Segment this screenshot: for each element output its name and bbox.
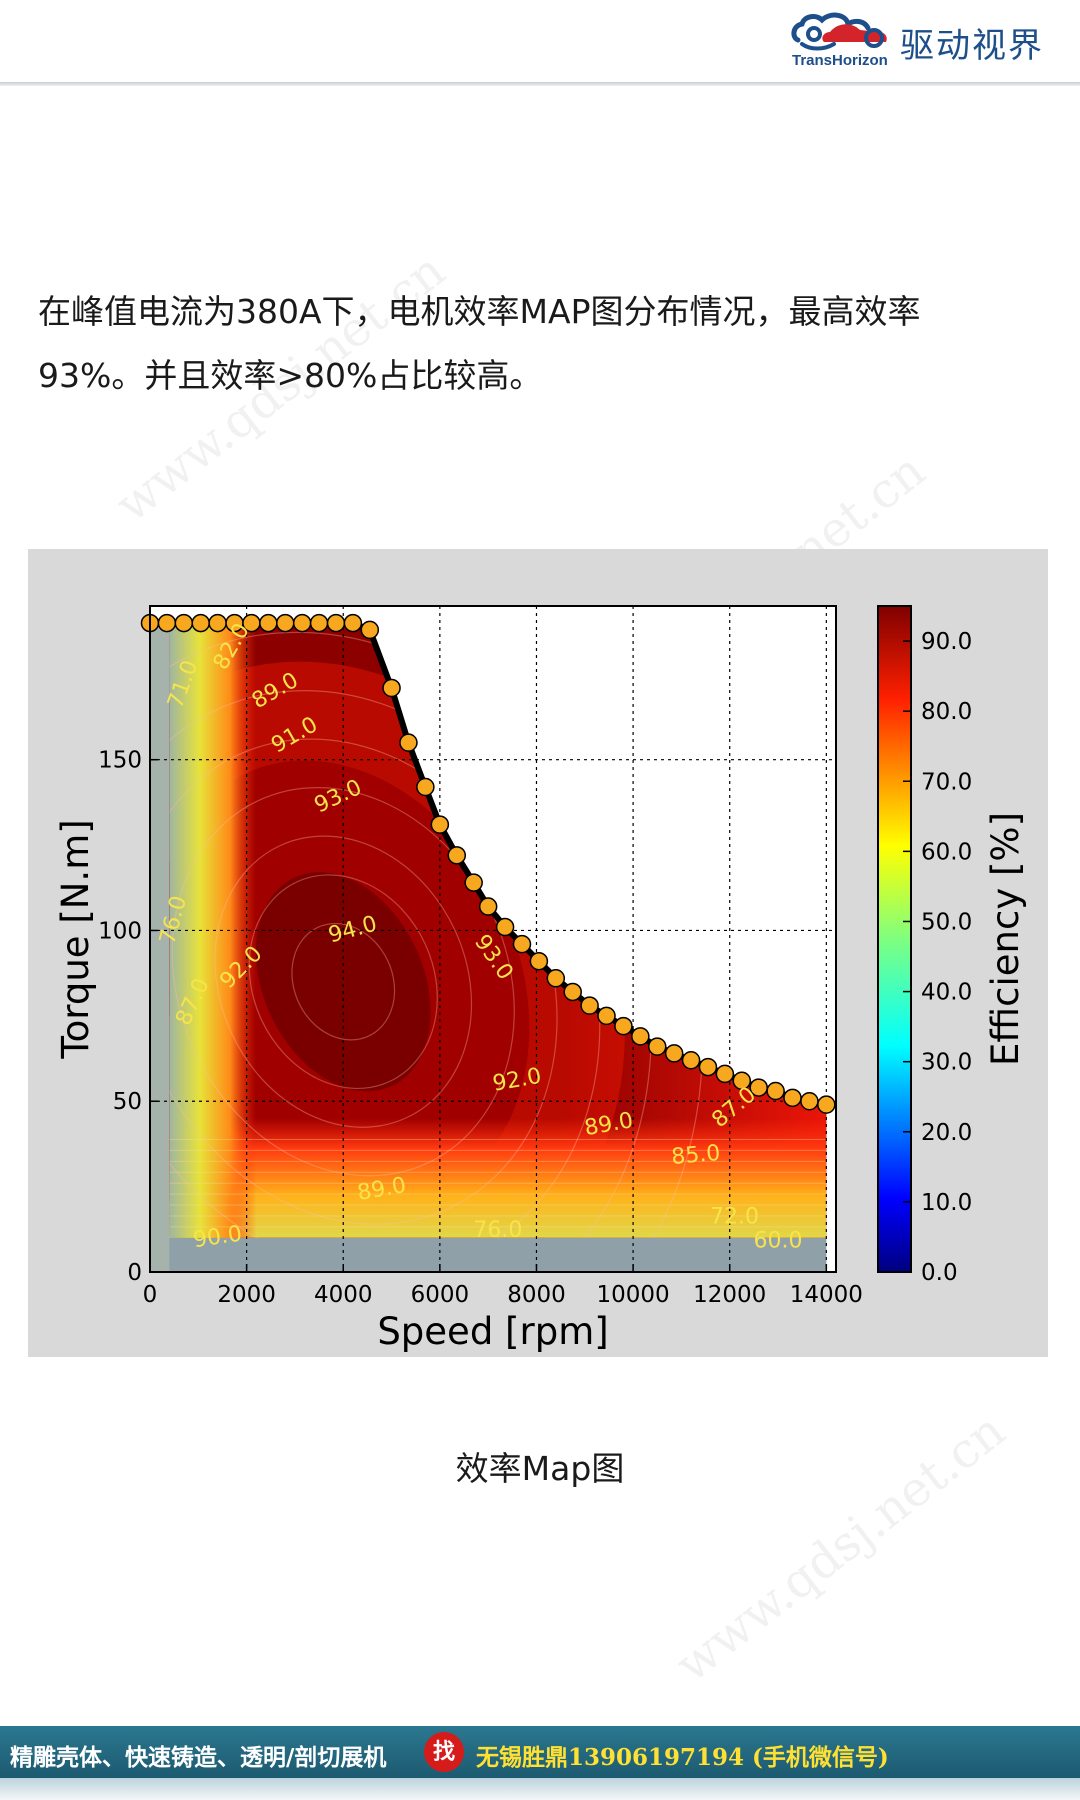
page-header: TransHorizon 驱动视界 [0,0,1080,88]
logo-chinese-text: 驱动视界 [900,26,1044,66]
colorbar-tick-label: 50.0 [921,909,972,935]
boundary-marker [157,613,177,633]
y-tick-label: 100 [98,918,142,944]
boundary-marker [360,620,380,640]
footer-find-badge: 找 [424,1732,464,1772]
header-divider [0,82,1080,86]
colorbar-tick-label: 10.0 [921,1190,972,1216]
boundary-marker [447,846,467,865]
logo-english-text: TransHorizon [792,52,888,69]
boundary-marker [546,969,566,988]
boundary-marker [208,613,227,633]
colorbar-label: Efficiency [%] [984,812,1027,1066]
x-tick-label: 14000 [790,1282,863,1308]
boundary-marker [732,1071,752,1090]
contour-line [214,835,473,1128]
boundary-marker [766,1081,785,1101]
x-tick-label: 12000 [693,1282,766,1308]
y-axis-ticks: 0 50 100 150 [98,748,158,1286]
x-tick-label: 6000 [411,1282,470,1308]
colorbar-tick-label: 90.0 [921,629,972,655]
chart-grid [150,606,836,1272]
boundary-marker [817,1095,836,1114]
efficiency-map-chart: 82.071.0 89.091.093.094.093.076.092.087.0… [54,605,1027,1353]
contour-line [291,922,396,1041]
plot-frame [149,605,837,1273]
x-axis-label: Speed [rpm] [377,1310,608,1353]
boundary-marker [495,917,515,937]
low-speed-strip [150,623,170,1272]
x-tick-label: 10000 [597,1282,670,1308]
cloud-car-logo-icon [791,12,887,51]
boundary-marker [664,1044,684,1063]
boundary-marker [631,1027,650,1046]
x-axis-ticks: 0 2000 4000 6000 8000 10000 12000 14000 [143,1264,863,1308]
x-tick-label: 2000 [217,1282,276,1308]
boundary-marker [563,982,582,1002]
colorbar-tick-label: 20.0 [921,1120,972,1146]
boundary-marker [512,934,532,954]
boundary-marker [309,613,329,633]
colorbar-ticks: 0.0 10.0 20.0 30.0 40.0 50.0 60.0 70.0 80.0 90.0 [903,629,972,1286]
boundary-marker [715,1064,735,1084]
contour-band-94 [255,872,431,1092]
y-tick-label: 150 [98,748,142,774]
colorbar [877,605,912,1273]
boundary-marker [276,613,295,633]
colorbar-tick-label: 70.0 [921,769,972,795]
footer-banner[interactable]: 精雕壳体、快速铸造、透明/剖切展机 找 无锡胜鼎13906197194 (手机微… [0,1726,1080,1778]
contour-label: 85.0 [670,1141,721,1170]
boundary-marker [399,733,418,752]
footer-bottom-strip [0,1778,1080,1800]
boundary-marker [191,613,210,633]
y-tick-label: 0 [127,1260,142,1286]
boundary-marker [648,1037,667,1056]
boundary-marker [326,613,346,633]
boundary-marker [614,1016,633,1036]
colorbar-tick-label: 40.0 [921,980,972,1006]
colorbar-tick-label: 80.0 [921,699,972,725]
boundary-marker [597,1006,616,1026]
boundary-marker [174,613,194,633]
boundary-marker [800,1091,819,1111]
x-tick-label: 0 [143,1282,158,1308]
boundary-marker [343,613,363,633]
colorbar-tick-label: 60.0 [921,839,972,865]
intro-paragraph: 在峰值电流为380A下，电机效率MAP图分布情况，最高效率 93%。并且效率>8… [38,280,1038,408]
boundary-markers [140,613,836,1114]
boundary-marker [464,873,483,892]
boundary-marker [416,777,435,797]
contour-label: 60.0 [754,1228,803,1253]
x-tick-label: 4000 [314,1282,373,1308]
boundary-marker [259,613,278,633]
boundary-marker [580,996,599,1015]
efficiency-map-figure: 82.0 71.0 89.0 91.0 93.0 94.0 93.0 76.0 92.0 87.0… [28,549,1048,1357]
boundary-marker [382,678,401,698]
colorbar-tick-label: 0.0 [921,1260,958,1286]
low-torque-fade [169,1118,827,1238]
boundary-marker [698,1057,718,1077]
contour-line [248,874,438,1090]
figure-caption: 效率Map图 [455,1449,625,1488]
boundary-marker [529,951,549,971]
intro-line-2: 93%。并且效率>80%占比较高。 [38,356,543,395]
footer-services-text: 精雕壳体、快速铸造、透明/剖切展机 [10,1744,387,1771]
x-tick-label: 8000 [507,1282,566,1308]
contour-label: 72.0 [710,1204,759,1229]
boundary-marker [292,613,312,633]
boundary-marker [783,1088,802,1108]
footer-contact-text: 无锡胜鼎13906197194 (手机微信号) [476,1744,889,1771]
low-torque-band [150,1237,827,1272]
intro-line-1: 在峰值电流为380A下，电机效率MAP图分布情况，最高效率 [38,292,921,331]
boundary-marker [430,815,450,834]
colorbar-tick-label: 30.0 [921,1050,972,1076]
y-tick-label: 50 [113,1089,142,1115]
boundary-marker [681,1050,701,1070]
transhorizon-logo[interactable]: TransHorizon 驱动视界 [790,10,1060,78]
boundary-marker [478,897,498,916]
contour-label: 76.0 [473,1218,522,1243]
y-axis-label: Torque [N.m] [54,819,97,1059]
